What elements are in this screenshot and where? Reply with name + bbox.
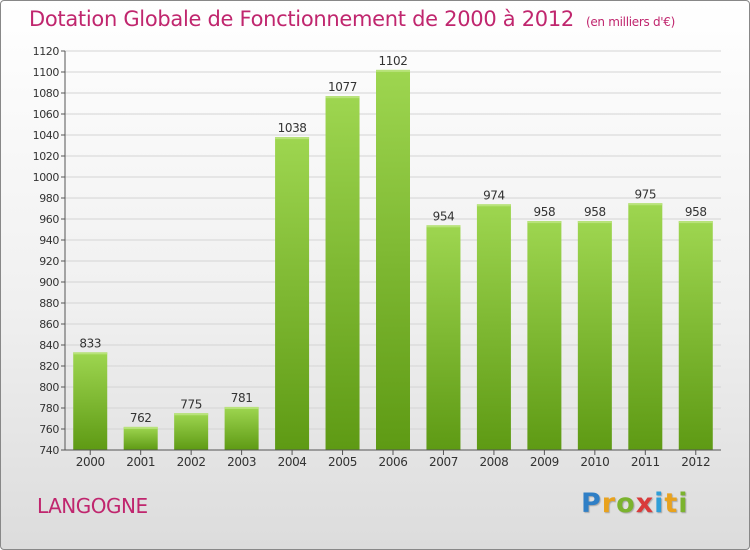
bar-2012 — [678, 221, 713, 450]
bar-highlight — [376, 69, 410, 72]
bar-highlight — [476, 204, 511, 207]
y-axis-ticks: 740 760 780 800 820 840 860 880 900 920 940 960 980 1… — [33, 45, 65, 457]
bar-2007 — [426, 225, 461, 450]
x-tick-label: 2002 — [177, 455, 206, 469]
y-tick-label: 1120 — [33, 45, 60, 58]
bar-highlight — [73, 352, 108, 355]
chart-subtitle: (en milliers d'€) — [585, 15, 675, 29]
x-tick-label: 2009 — [530, 455, 559, 469]
data-label: 958 — [685, 205, 707, 219]
data-label: 1038 — [278, 121, 307, 135]
data-label: 958 — [534, 205, 556, 219]
data-label: 974 — [483, 188, 505, 202]
bar-highlight — [123, 426, 158, 429]
y-tick-label: 1040 — [33, 129, 60, 142]
bar-highlight — [527, 221, 562, 224]
y-tick-label: 1060 — [33, 108, 60, 121]
y-tick-label: 860 — [39, 318, 59, 331]
x-tick-label: 2011 — [631, 455, 660, 469]
x-tick-label: 2005 — [328, 455, 357, 469]
x-tick-label: 2008 — [479, 455, 508, 469]
chart-title: Dotation Globale de Fonctionnement de 20… — [29, 7, 675, 31]
bar-2008 — [476, 204, 511, 450]
y-tick-label: 1100 — [33, 66, 60, 79]
data-label: 775 — [180, 397, 202, 411]
x-axis-ticks: 2000 2001 2002 2003 2004 2005 2006 2007 2008 2009… — [76, 450, 711, 469]
bar-2011 — [628, 203, 663, 450]
bar-highlight — [275, 137, 310, 140]
x-tick-label: 2003 — [227, 455, 256, 469]
y-tick-label: 1020 — [33, 150, 60, 163]
data-label: 1102 — [379, 54, 408, 68]
y-tick-label: 980 — [39, 192, 59, 205]
city-name: LANGOGNE — [37, 494, 148, 518]
bar-2010 — [577, 221, 612, 450]
data-label: 954 — [433, 209, 455, 223]
x-tick-label: 2012 — [681, 455, 710, 469]
bar-highlight — [224, 406, 259, 409]
data-labels: 833 762 775 781 1038 1077 1102 954 974 958 958 975 9… — [79, 54, 707, 425]
y-tick-label: 900 — [39, 276, 59, 289]
y-tick-label: 760 — [39, 423, 59, 436]
y-tick-label: 1000 — [33, 171, 60, 184]
bar-2002 — [174, 413, 209, 450]
bar-2004 — [275, 137, 310, 450]
x-tick-label: 2004 — [278, 455, 307, 469]
bar-highlight — [325, 96, 360, 99]
x-tick-label: 2000 — [76, 455, 105, 469]
y-tick-label: 880 — [39, 297, 59, 310]
data-label: 975 — [634, 187, 656, 201]
bars — [73, 69, 713, 451]
x-tick-label: 2001 — [126, 455, 155, 469]
data-label: 762 — [130, 411, 152, 425]
bar-2003 — [224, 406, 259, 450]
data-label: 958 — [584, 205, 606, 219]
y-tick-label: 840 — [39, 339, 59, 352]
bar-2001 — [123, 426, 158, 450]
data-label: 781 — [231, 391, 253, 405]
x-tick-label: 2006 — [379, 455, 408, 469]
y-tick-label: 740 — [39, 444, 59, 457]
y-tick-label: 780 — [39, 402, 59, 415]
bar-2009 — [527, 221, 562, 450]
x-tick-label: 2010 — [580, 455, 609, 469]
y-tick-label: 800 — [39, 381, 59, 394]
bar-2006 — [376, 69, 410, 451]
data-label: 833 — [79, 336, 101, 350]
y-tick-label: 820 — [39, 360, 59, 373]
bar-2000 — [73, 352, 108, 450]
y-tick-label: 1080 — [33, 87, 60, 100]
bar-highlight — [577, 221, 612, 224]
chart-title-text: Dotation Globale de Fonctionnement de 20… — [29, 7, 574, 31]
bar-highlight — [628, 203, 663, 206]
x-tick-label: 2007 — [429, 455, 458, 469]
y-tick-label: 940 — [39, 234, 59, 247]
bar-highlight — [426, 225, 461, 228]
bar-2005 — [325, 96, 360, 451]
y-tick-label: 960 — [39, 213, 59, 226]
data-label: 1077 — [328, 80, 357, 94]
axes — [64, 51, 721, 451]
bar-highlight — [678, 221, 713, 224]
proxiti-logo[interactable]: Proxiti — [581, 488, 689, 519]
y-tick-label: 920 — [39, 255, 59, 268]
bar-highlight — [174, 413, 209, 416]
